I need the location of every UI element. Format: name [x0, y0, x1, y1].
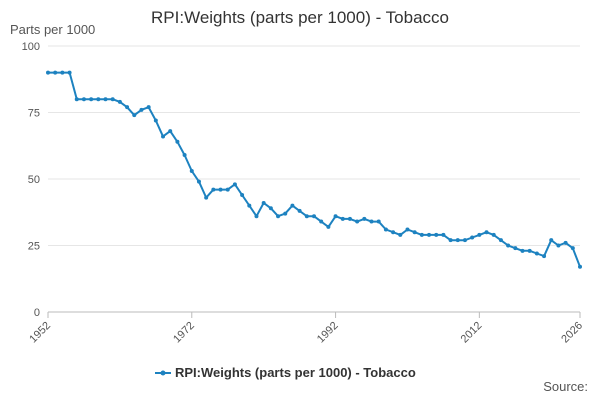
data-point[interactable] — [441, 232, 446, 237]
data-point[interactable] — [333, 214, 338, 219]
data-point[interactable] — [168, 129, 173, 134]
data-point[interactable] — [434, 232, 439, 237]
data-point[interactable] — [110, 97, 115, 102]
data-point[interactable] — [312, 214, 316, 219]
x-tick-label-1992: 1992 — [315, 320, 341, 346]
data-point[interactable] — [268, 206, 273, 211]
source-label: Source: — [543, 379, 588, 394]
y-axis-ticks: 0 25 50 75 100 — [22, 41, 40, 319]
data-point[interactable] — [297, 208, 302, 213]
legend-marker — [160, 370, 166, 376]
data-point[interactable] — [506, 243, 511, 248]
data-point[interactable] — [570, 246, 575, 251]
data-point[interactable] — [319, 219, 324, 224]
data-point[interactable] — [283, 211, 288, 216]
data-point[interactable] — [254, 214, 259, 219]
data-point[interactable] — [470, 235, 475, 240]
data-point[interactable] — [412, 230, 417, 235]
data-point[interactable] — [96, 97, 101, 102]
data-point[interactable] — [139, 107, 144, 112]
data-point[interactable] — [455, 238, 460, 243]
data-point[interactable] — [376, 219, 381, 224]
data-point[interactable] — [247, 203, 252, 208]
data-point[interactable] — [189, 169, 194, 174]
data-point[interactable] — [520, 248, 525, 253]
data-point[interactable] — [153, 118, 158, 123]
chart-title: RPI:Weights (parts per 1000) - Tobacco — [151, 8, 449, 27]
data-point[interactable] — [405, 227, 410, 232]
legend-label[interactable]: RPI:Weights (parts per 1000) - Tobacco — [175, 365, 416, 380]
legend[interactable]: RPI:Weights (parts per 1000) - Tobacco — [155, 365, 416, 380]
data-point[interactable] — [74, 97, 79, 102]
data-point[interactable] — [398, 232, 403, 237]
data-point[interactable] — [462, 238, 467, 243]
y-tick-label-25: 25 — [28, 241, 40, 253]
data-point[interactable] — [427, 232, 432, 237]
data-point[interactable] — [161, 134, 166, 139]
data-point[interactable] — [81, 97, 86, 102]
data-point[interactable] — [182, 153, 187, 158]
data-point[interactable] — [125, 105, 130, 110]
data-point[interactable] — [326, 224, 331, 229]
data-point[interactable] — [67, 70, 72, 75]
data-point[interactable] — [448, 238, 453, 243]
data-point[interactable] — [240, 192, 245, 197]
data-point[interactable] — [347, 216, 352, 221]
data-point[interactable] — [103, 97, 108, 102]
data-point[interactable] — [513, 246, 518, 251]
y-tick-label-50: 50 — [28, 174, 40, 186]
data-point[interactable] — [196, 179, 201, 184]
data-point[interactable] — [89, 97, 94, 102]
data-point[interactable] — [218, 187, 223, 192]
data-point[interactable] — [340, 216, 345, 221]
data-point[interactable] — [549, 238, 554, 243]
data-point[interactable] — [355, 219, 360, 224]
data-point[interactable] — [276, 214, 281, 219]
data-point[interactable] — [527, 248, 532, 253]
data-point[interactable] — [225, 187, 230, 192]
data-point[interactable] — [369, 219, 374, 224]
data-point[interactable] — [383, 227, 388, 232]
x-axis: 1952 1972 1992 2012 2026 — [27, 311, 585, 346]
data-point[interactable] — [534, 251, 539, 256]
data-point[interactable] — [491, 232, 496, 237]
data-point[interactable] — [391, 230, 396, 235]
x-tick-label-1952: 1952 — [27, 320, 53, 346]
x-tick-label-2012: 2012 — [459, 320, 485, 346]
data-point[interactable] — [175, 139, 180, 144]
data-point[interactable] — [290, 203, 295, 208]
data-point[interactable] — [362, 216, 367, 221]
data-point[interactable] — [46, 70, 50, 75]
data-point[interactable] — [498, 238, 503, 243]
data-point[interactable] — [261, 200, 266, 205]
data-point[interactable] — [211, 187, 216, 192]
data-point[interactable] — [53, 70, 58, 75]
data-point[interactable] — [578, 264, 582, 269]
data-point[interactable] — [477, 232, 482, 237]
data-point[interactable] — [232, 182, 237, 187]
data-point[interactable] — [556, 243, 561, 248]
y-tick-label-100: 100 — [22, 41, 40, 53]
y-tick-label-0: 0 — [34, 307, 40, 319]
data-point[interactable] — [146, 105, 151, 110]
data-point[interactable] — [132, 113, 137, 118]
x-tick-label-2026: 2026 — [559, 320, 585, 346]
series-line — [48, 71, 581, 268]
series-group — [46, 70, 582, 269]
data-point[interactable] — [304, 214, 309, 219]
y-tick-label-75: 75 — [28, 108, 40, 120]
data-point[interactable] — [117, 99, 122, 104]
data-point[interactable] — [542, 254, 547, 259]
data-point[interactable] — [484, 230, 489, 235]
data-point[interactable] — [204, 195, 209, 200]
y-axis-label: Parts per 1000 — [10, 22, 96, 37]
data-point[interactable] — [60, 70, 65, 75]
data-point[interactable] — [419, 232, 424, 237]
x-tick-label-1972: 1972 — [171, 320, 197, 346]
data-point[interactable] — [563, 240, 568, 245]
